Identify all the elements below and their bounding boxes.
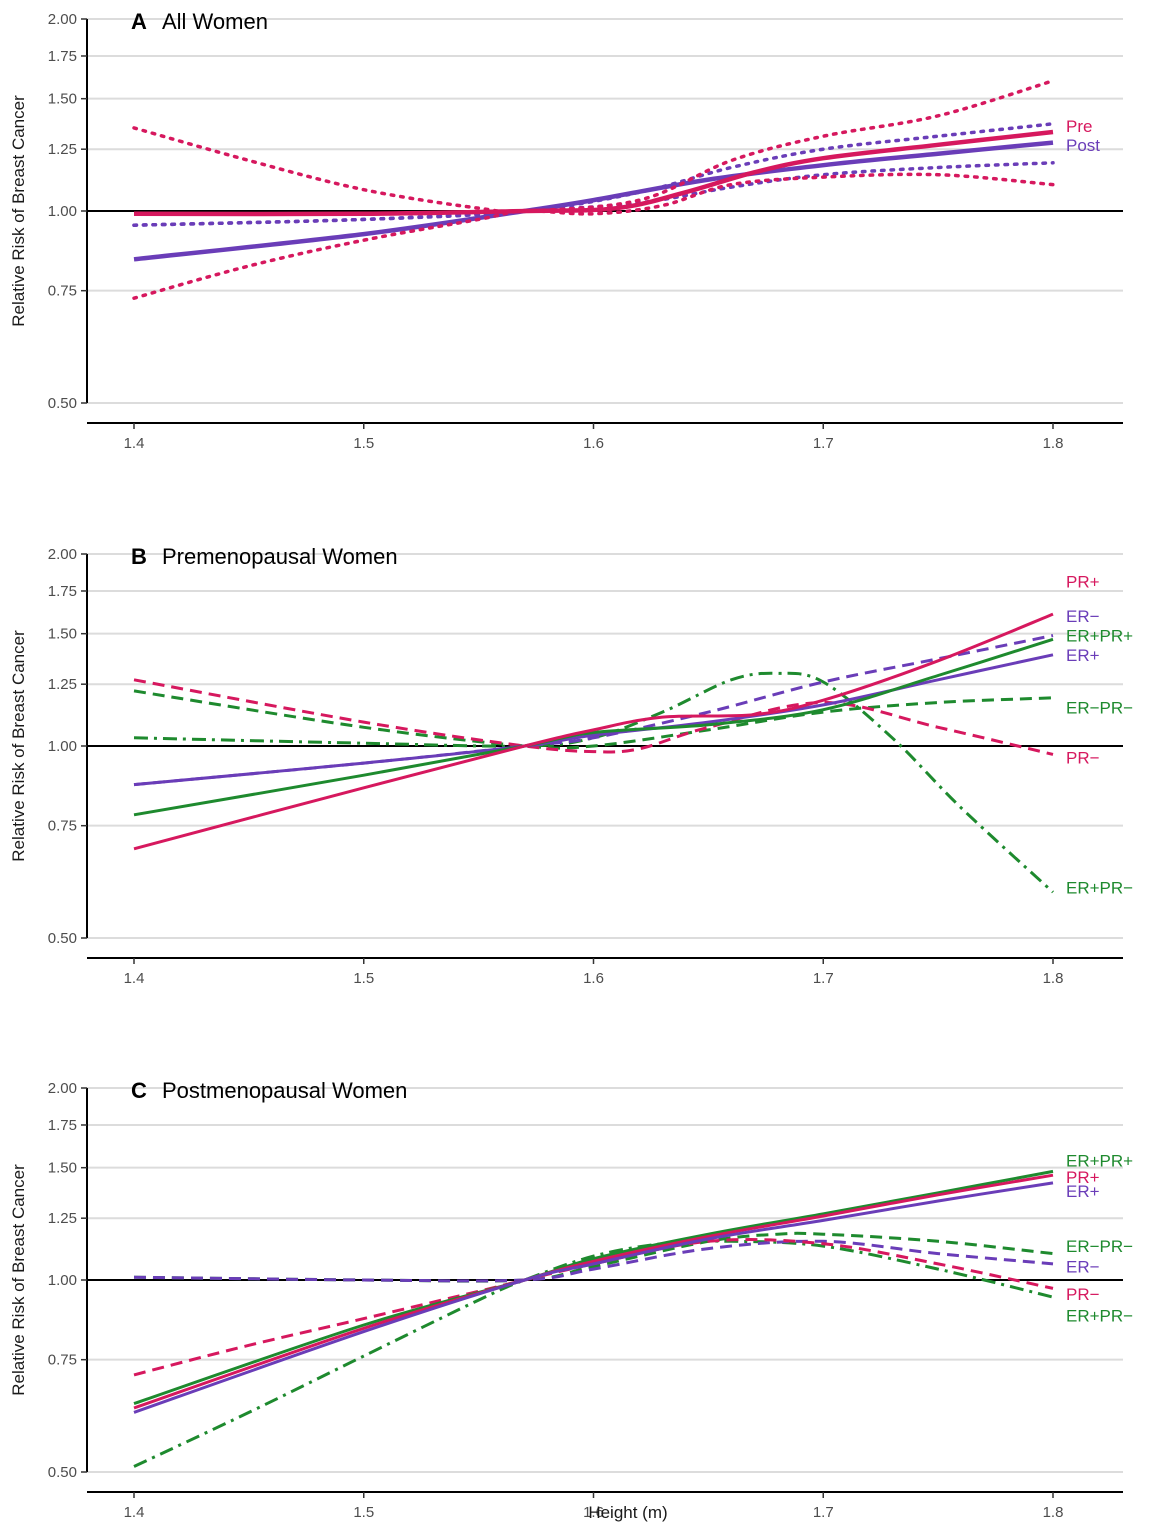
series-line [133, 678, 1054, 756]
y-tick-label: 1.25 [48, 676, 77, 693]
y-tick-label: 1.25 [48, 141, 77, 158]
x-tick-label: 1.8 [1043, 970, 1064, 987]
panel-a: 0.50 0.75 1.00 1.25 1.50 1.75 2.00 1.4 1.5 1.6 1.7… [9, 9, 1123, 452]
panel-letter: C [131, 1078, 147, 1103]
panel-letter: B [131, 544, 147, 569]
series-line [133, 129, 1054, 217]
y-tick-label: 0.50 [48, 1464, 77, 1481]
y-tick-label: 0.50 [48, 395, 77, 412]
y-tick-label: 1.00 [48, 1272, 77, 1289]
x-tick-label: 1.7 [813, 435, 834, 452]
panel-title: Premenopausal Women [162, 544, 398, 569]
panel-c: 0.50 0.75 1.00 1.25 1.50 1.75 2.00 1.4 1.5 1.6 1.7… [9, 1078, 1133, 1521]
series-end-label: Pre [1066, 117, 1092, 136]
y-tick-label: 2.00 [48, 1080, 77, 1097]
series-line [133, 612, 1054, 851]
x-tick-label: 1.4 [124, 970, 145, 987]
series-end-label: ER+ [1066, 1182, 1100, 1201]
series-end-label: ER− [1066, 1257, 1100, 1276]
series-line [133, 1173, 1054, 1410]
series-line [133, 637, 1054, 817]
y-tick-label: 0.75 [48, 283, 77, 300]
series-end-label: PR− [1066, 1285, 1100, 1304]
x-tick-label: 1.7 [813, 1504, 834, 1521]
x-tick-label: 1.4 [124, 1504, 145, 1521]
series-line [132, 172, 1055, 300]
y-axis-title: Relative Risk of Breast Cancer [9, 95, 28, 327]
series-line [133, 671, 1055, 894]
series-line [133, 1239, 1054, 1468]
y-tick-label: 0.50 [48, 930, 77, 947]
panel-title: Postmenopausal Women [162, 1078, 407, 1103]
series-end-label: ER+PR+ [1066, 627, 1133, 646]
x-tick-label: 1.6 [583, 970, 604, 987]
x-tick-label: 1.5 [353, 970, 374, 987]
x-tick-label: 1.6 [583, 1504, 604, 1521]
series-end-label: ER+PR− [1066, 878, 1133, 897]
x-tick-label: 1.8 [1043, 435, 1064, 452]
y-tick-label: 2.00 [48, 11, 77, 28]
series-end-label: PR− [1066, 748, 1100, 767]
y-tick-label: 0.75 [48, 1352, 77, 1369]
series-line [133, 1239, 1054, 1283]
y-axis-title: Relative Risk of Breast Cancer [9, 630, 28, 862]
series-end-label: Post [1066, 136, 1100, 155]
series-end-label: ER+PR− [1066, 1306, 1133, 1325]
y-axis-title: Relative Risk of Breast Cancer [9, 1164, 28, 1396]
x-tick-label: 1.5 [353, 435, 374, 452]
panel-title: All Women [162, 9, 268, 34]
panel-b: 0.50 0.75 1.00 1.25 1.50 1.75 2.00 1.4 1.5 1.6 1.7… [9, 544, 1133, 987]
series-end-label: PR+ [1066, 1168, 1100, 1187]
series-line [133, 140, 1054, 262]
x-tick-label: 1.7 [813, 970, 834, 987]
y-tick-label: 1.50 [48, 1160, 77, 1177]
series-line [132, 79, 1055, 214]
series-end-label: ER+PR+ [1066, 1151, 1133, 1170]
y-tick-label: 1.00 [48, 203, 77, 220]
series-line [133, 1181, 1054, 1414]
x-tick-label: 1.6 [583, 435, 604, 452]
series-line [133, 653, 1054, 787]
y-tick-label: 1.00 [48, 738, 77, 755]
x-tick-label: 1.8 [1043, 1504, 1064, 1521]
y-tick-label: 1.50 [48, 91, 77, 108]
y-tick-label: 1.75 [48, 583, 77, 600]
x-tick-label: 1.5 [353, 1504, 374, 1521]
series-line [133, 689, 1054, 750]
series-end-label: ER−PR− [1066, 698, 1133, 717]
x-axis-title: Height (m) [588, 1503, 667, 1522]
series-end-label: ER−PR− [1066, 1237, 1133, 1256]
y-tick-label: 2.00 [48, 546, 77, 563]
y-tick-label: 1.50 [48, 626, 77, 643]
panel-letter: A [131, 9, 147, 34]
y-tick-label: 0.75 [48, 818, 77, 835]
series-end-label: ER− [1066, 607, 1100, 626]
y-tick-label: 1.25 [48, 1210, 77, 1227]
y-tick-label: 1.75 [48, 48, 77, 65]
series-line [133, 634, 1054, 787]
x-tick-label: 1.4 [124, 435, 145, 452]
series-end-label: ER+ [1066, 646, 1100, 665]
series-end-label: PR+ [1066, 573, 1100, 592]
y-tick-label: 1.75 [48, 1117, 77, 1134]
series-line [133, 1169, 1054, 1406]
